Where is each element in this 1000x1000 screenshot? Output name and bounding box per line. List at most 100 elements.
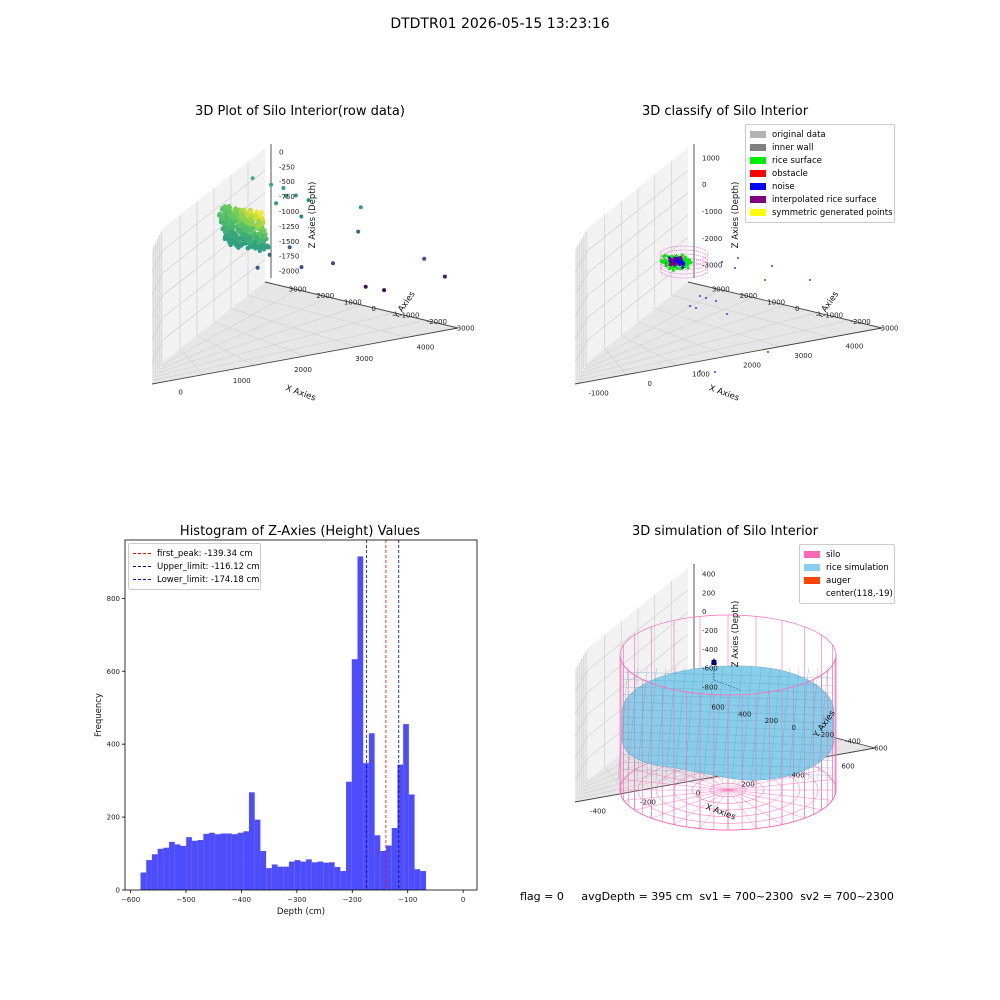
cluster-point <box>245 238 250 244</box>
histogram-bar <box>288 861 295 890</box>
cluster-point <box>249 216 254 221</box>
legend-swatch <box>804 590 820 597</box>
legend-label: first_peak: -139.34 cm <box>157 548 253 559</box>
cluster-point <box>238 243 244 248</box>
cluster-point <box>233 207 238 212</box>
noise-point <box>715 300 717 302</box>
cluster-point <box>253 214 258 219</box>
plot1-z-tick: 0 <box>279 148 283 156</box>
cluster-point <box>227 205 233 211</box>
cluster-point <box>244 212 250 217</box>
cluster-point <box>233 211 238 217</box>
plot4-z-tick: -800 <box>702 684 718 692</box>
histogram-bar <box>140 872 147 890</box>
histogram-bar <box>157 848 164 890</box>
plot2-y-tick: 0 <box>795 305 799 313</box>
x-tick-label: −500 <box>176 896 195 904</box>
data-point <box>299 214 304 219</box>
classified-point <box>670 265 675 269</box>
classified-point <box>680 260 684 264</box>
legend-label: silo <box>826 549 841 560</box>
rice-mesh <box>665 667 676 781</box>
cluster-point <box>256 224 261 229</box>
silo-floor-wire <box>623 789 729 801</box>
cluster-point <box>221 221 226 226</box>
histogram-bar <box>237 832 244 890</box>
plot2-x-label: X Axies <box>707 383 740 403</box>
classified-point <box>675 266 680 270</box>
silo-floor-wire <box>634 789 729 811</box>
histogram-bar <box>300 861 307 890</box>
rice-mesh <box>817 667 828 781</box>
histogram-bar <box>414 869 421 890</box>
y-tick-label: 600 <box>107 668 120 676</box>
rice-mesh <box>627 667 638 781</box>
legend-line-sample <box>133 566 151 567</box>
histogram-bar <box>231 834 238 890</box>
figure-title: DTDTR01 2026-05-15 13:23:16 <box>390 16 610 32</box>
plot2-z-tick: -3000 <box>702 262 722 270</box>
histogram-bar <box>374 835 381 890</box>
rice-mesh <box>798 667 809 781</box>
classified-point <box>682 262 686 266</box>
plot1-y-tick: 3000 <box>289 285 307 293</box>
noise-point <box>771 265 773 267</box>
plot1-x-tick: 4000 <box>416 344 434 352</box>
histogram-bar <box>197 840 204 890</box>
raw-data-plot: 0 1000 2000 3000 4000 -3000 -2000 -1000 0 1000 200… <box>151 144 475 404</box>
legend-line-sample <box>133 579 151 580</box>
y-axis-label: Frequency <box>94 693 104 737</box>
legend-entry: symmetric generated points <box>750 206 893 219</box>
legend-label: symmetric generated points <box>772 207 893 218</box>
noise-point <box>767 351 769 353</box>
plot1-y-tick: 1000 <box>344 298 362 306</box>
cluster-point <box>260 221 265 227</box>
legend-entry: first_peak: -139.34 cm <box>133 547 256 560</box>
histogram-bar <box>351 659 358 890</box>
histogram-bar <box>340 871 347 890</box>
plot2-z-tick: -1000 <box>702 208 722 216</box>
classified-point <box>668 258 672 262</box>
histogram-bar <box>363 763 369 891</box>
histogram-bar <box>306 859 312 891</box>
rice-mesh <box>617 667 629 781</box>
plot1-title: 3D Plot of Silo Interior(row data) <box>195 104 405 119</box>
plot2-x-tick: 2000 <box>743 361 761 369</box>
plot1-y-tick: 2000 <box>316 292 334 300</box>
data-point <box>306 198 311 203</box>
histogram-bar <box>169 841 175 891</box>
noise-point <box>726 313 728 315</box>
plot1-grid <box>162 170 266 251</box>
cluster-point <box>237 223 242 228</box>
rice-mesh <box>779 667 790 781</box>
plot2-y-tick: -1000 <box>823 312 843 320</box>
plot1-x-tick: 0 <box>178 388 182 396</box>
plot2-x-axis <box>574 327 883 385</box>
classified-point <box>674 254 679 258</box>
data-point <box>255 265 260 270</box>
cluster-point <box>259 242 264 248</box>
cluster-point <box>262 234 267 239</box>
cluster-point <box>253 239 258 244</box>
data-point <box>299 265 304 270</box>
histogram-bar <box>317 861 324 890</box>
classified-point <box>667 266 672 271</box>
plot1-grid <box>151 250 164 273</box>
cluster-point <box>220 226 225 232</box>
legend-swatch <box>750 209 766 216</box>
plot1-y-tick: -1000 <box>399 312 419 320</box>
silo-floor-wire <box>727 789 805 819</box>
plot2-z-tick: -2000 <box>702 235 722 243</box>
histogram-bar <box>214 834 221 890</box>
classified-point <box>685 262 689 267</box>
cluster-point <box>222 204 228 209</box>
data-point <box>269 182 274 187</box>
rice-mesh <box>712 667 724 781</box>
classified-point <box>662 254 666 258</box>
classified-point <box>674 262 678 266</box>
classified-point <box>679 256 683 260</box>
plot1-y-tick: -2000 <box>427 318 447 326</box>
plot1-x-tick: 3000 <box>355 355 373 363</box>
histogram-frame <box>124 539 478 891</box>
histogram-bar <box>203 833 210 890</box>
